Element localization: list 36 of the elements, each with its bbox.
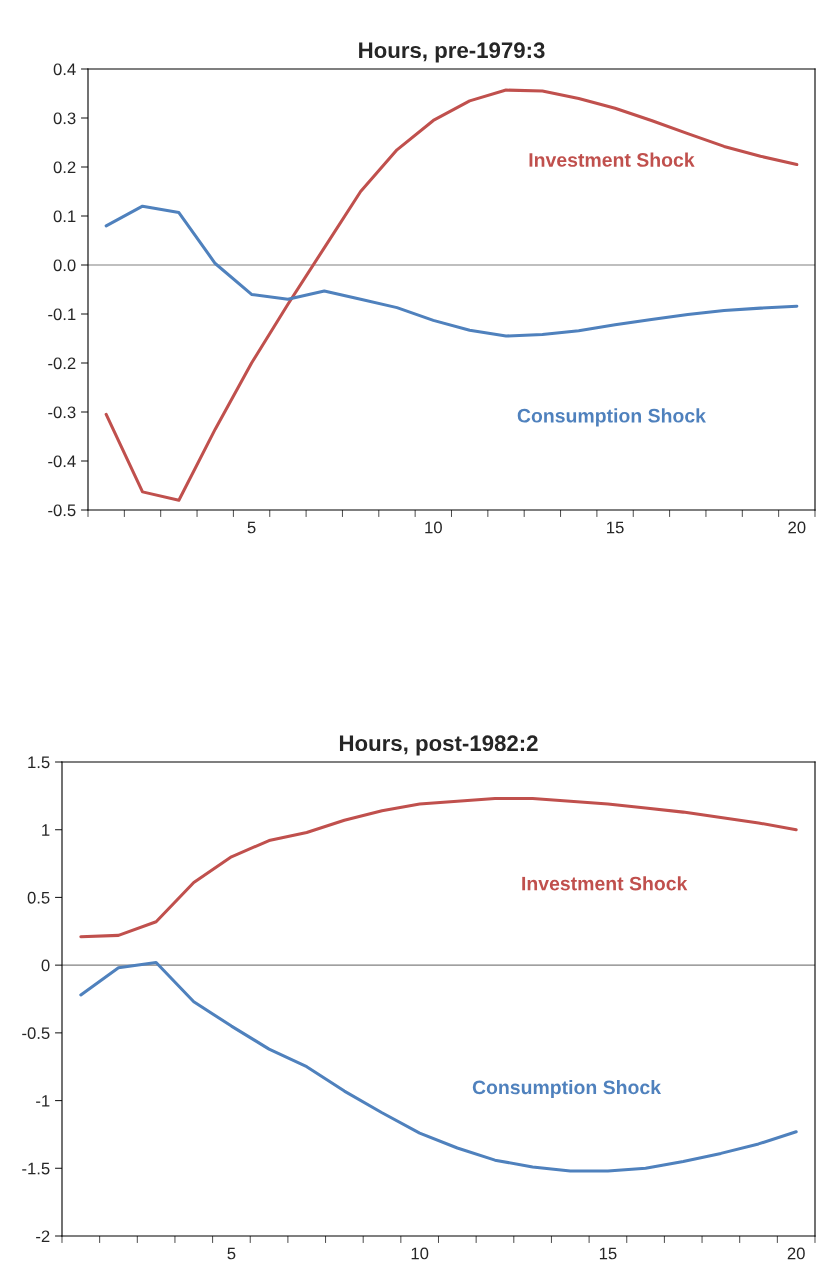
x-tick-label: 15: [607, 521, 624, 534]
x-tick-label: 15: [599, 1247, 617, 1260]
line-series: [104, 88, 799, 502]
y-tick-label: -1: [36, 1095, 50, 1107]
series-label: Investment Shock: [529, 152, 695, 167]
y-tick-label: 0: [41, 959, 50, 972]
y-tick-label: -0.2: [48, 357, 76, 370]
y-tick-label: 0.1: [53, 210, 76, 223]
y-tick-label: 1.5: [28, 756, 50, 769]
x-tick-label: 10: [411, 1247, 429, 1260]
chart-title: Hours, pre-1979:3: [359, 42, 545, 63]
y-tick-label: 0.2: [53, 161, 76, 174]
y-tick-label: -0.4: [48, 455, 76, 468]
text: Investment Shock: [522, 876, 688, 891]
y-tick-label: 0.0: [53, 259, 76, 272]
y-tick-label: -0.5: [48, 504, 76, 517]
y-tick-label: 0.3: [53, 112, 76, 125]
text: Consumption Shock: [517, 408, 706, 427]
x-tick-label: 20: [788, 521, 806, 534]
line-series: [79, 960, 798, 1173]
line-series: [79, 797, 798, 939]
y-tick-label: 0.4: [53, 63, 76, 76]
text: Consumption Shock: [472, 1080, 662, 1099]
y-tick-label: -2: [36, 1230, 50, 1243]
y-tick-label: 0.5: [27, 891, 50, 904]
y-tick-label: -0.1: [48, 308, 76, 321]
x-tick-label: 5: [227, 1247, 236, 1260]
y-tick-label: 1: [42, 824, 50, 836]
chart-title: Hours, post-1982:2: [339, 735, 538, 756]
y-tick-label: -1.5: [22, 1162, 50, 1175]
y-tick-label: -0.5: [22, 1027, 50, 1040]
x-tick-label: 10: [425, 521, 442, 534]
y-tick-label: -0.3: [48, 406, 76, 419]
x-tick-label: 20: [787, 1247, 805, 1260]
line-series: [104, 204, 799, 338]
x-tick-label: 5: [247, 521, 256, 534]
